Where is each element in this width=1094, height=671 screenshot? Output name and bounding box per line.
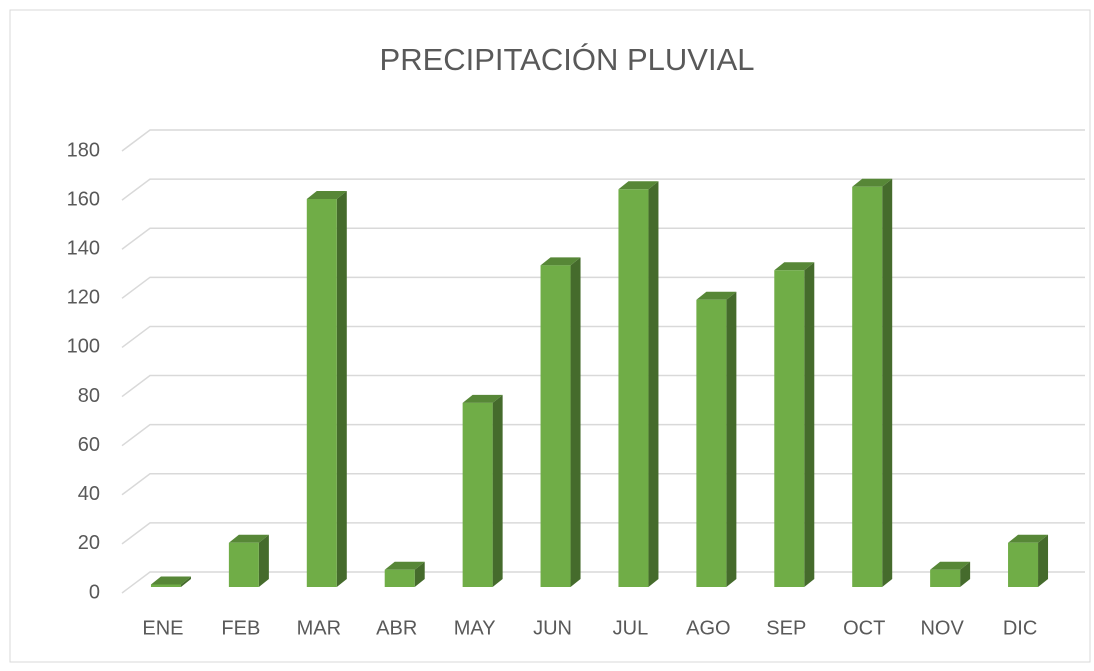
grid-line	[121, 473, 1085, 496]
bar-face	[726, 291, 737, 587]
y-tick-label: 140	[67, 238, 100, 260]
y-tick-label: 20	[78, 532, 100, 554]
bar-face	[648, 181, 659, 587]
bar-face	[384, 569, 415, 587]
y-tick-label: 180	[67, 139, 100, 161]
bar-face	[462, 402, 493, 587]
bar	[618, 181, 659, 587]
bar-face	[306, 191, 347, 200]
grid-line	[121, 522, 1085, 545]
x-tick-label: JUN	[533, 617, 572, 639]
grid-line	[121, 374, 1085, 398]
bar	[228, 534, 269, 587]
y-tick-label: 60	[78, 434, 100, 456]
grid-line	[121, 276, 1085, 299]
bar-face	[774, 270, 805, 587]
bar-face	[804, 262, 815, 587]
bar-face	[570, 257, 581, 587]
bar-face	[1038, 534, 1049, 587]
x-tick-label: DIC	[1003, 617, 1037, 639]
bar-face	[618, 181, 659, 190]
x-tick-label: ENE	[142, 617, 183, 639]
x-tick-label: FEB	[221, 617, 260, 639]
bar-face	[1008, 542, 1039, 587]
bar-face	[930, 569, 961, 587]
bar-face	[336, 191, 347, 587]
bar	[696, 291, 737, 587]
x-tick-label: NOV	[920, 617, 964, 639]
bar-face	[930, 561, 971, 570]
bar-face	[384, 561, 425, 570]
bar	[852, 178, 893, 587]
x-tick-label: SEP	[766, 617, 806, 639]
bar-face	[150, 584, 181, 587]
grid-line	[121, 423, 1085, 447]
y-tick-label: 40	[78, 483, 100, 505]
bar	[306, 191, 347, 587]
bar	[150, 576, 191, 587]
bar-face	[228, 542, 259, 587]
bar-face	[618, 189, 649, 587]
grid-line	[121, 178, 1085, 201]
y-tick-label: 120	[67, 287, 100, 309]
y-tick-label: 80	[78, 385, 100, 407]
x-tick-label: JUL	[613, 617, 649, 639]
bar-face	[228, 534, 269, 543]
grid-line	[121, 227, 1085, 250]
bar-face	[960, 561, 971, 587]
bar-face	[462, 394, 503, 403]
bar-face	[492, 394, 503, 587]
x-tick-label: MAR	[297, 617, 341, 639]
bar	[1008, 534, 1049, 587]
bar-face	[852, 178, 893, 187]
bar	[384, 561, 425, 587]
bar	[930, 561, 971, 587]
y-tick-label: 160	[67, 188, 100, 210]
bar-face	[414, 561, 425, 587]
bar-face	[540, 265, 571, 587]
bar-face	[1008, 534, 1049, 543]
grid-line	[121, 571, 1085, 594]
grid-line	[121, 325, 1085, 349]
x-tick-label: MAY	[454, 617, 496, 639]
bar-face	[852, 186, 883, 587]
y-tick-label: 0	[89, 581, 100, 603]
x-tick-label: ABR	[376, 617, 417, 639]
bar-face	[258, 534, 269, 587]
bar-face	[306, 199, 337, 587]
bar-face	[882, 178, 893, 587]
y-tick-label: 100	[67, 336, 100, 358]
chart-title: PRECIPITACIÓN PLUVIAL	[380, 42, 755, 77]
bar	[462, 394, 503, 587]
bar-face	[180, 576, 191, 587]
bar-face	[150, 576, 191, 585]
x-tick-label: AGO	[686, 617, 730, 639]
bar-face	[774, 262, 815, 271]
bar-face	[540, 257, 581, 266]
bar-face	[696, 291, 737, 300]
bar-face	[696, 299, 727, 587]
grid-line	[121, 129, 1085, 152]
bar	[540, 257, 581, 587]
x-tick-label: OCT	[843, 617, 885, 639]
bar	[774, 262, 815, 587]
